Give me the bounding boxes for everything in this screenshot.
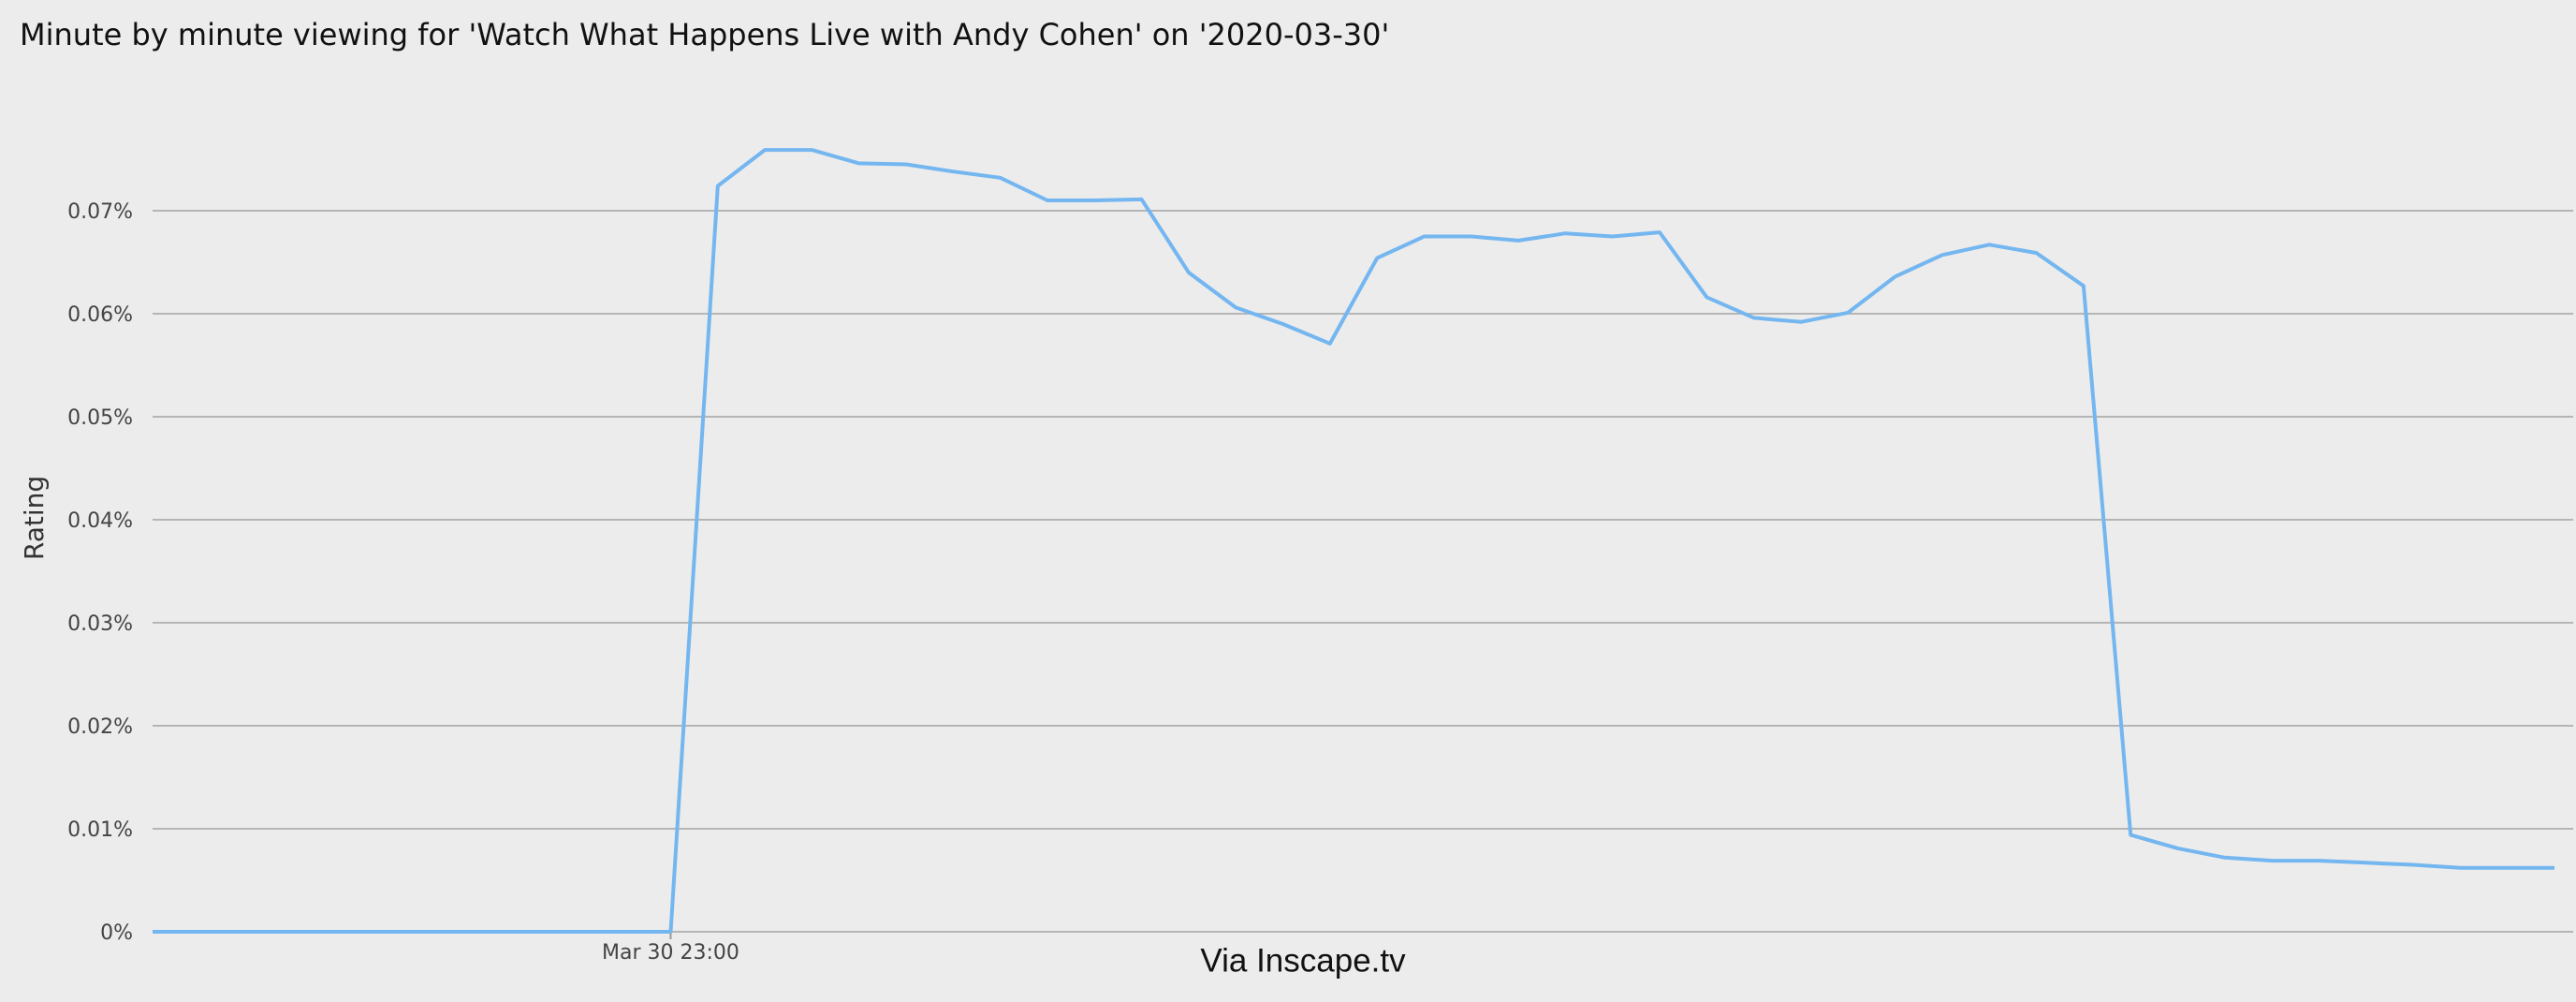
y-tick-label: 0.01% — [67, 818, 133, 842]
y-tick-label: 0.05% — [67, 406, 133, 430]
chart-title: Minute by minute viewing for 'Watch What… — [20, 17, 1389, 52]
y-tick-label: 0.04% — [67, 509, 133, 533]
x-tick-label: Mar 30 23:00 — [602, 941, 739, 965]
y-tick-label: 0.07% — [67, 200, 133, 224]
y-tick-label: 0.02% — [67, 715, 133, 739]
source: Via Inscape.tv — [1200, 942, 1406, 979]
y-axis-label: Rating — [19, 476, 50, 560]
data-line — [153, 148, 2554, 934]
y-tick-label: 0.03% — [67, 612, 133, 636]
y-tick-label: 0% — [100, 921, 133, 945]
y-tick-label: 0.06% — [67, 303, 133, 327]
